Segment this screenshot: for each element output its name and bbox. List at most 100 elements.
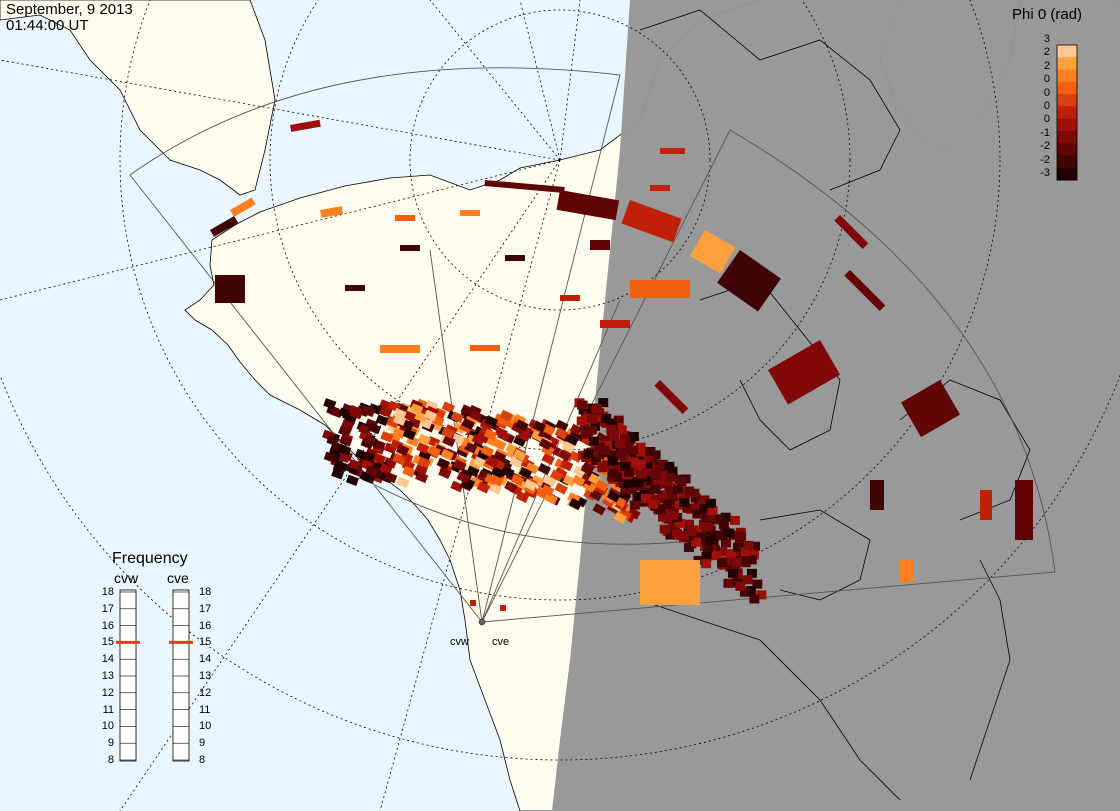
colorbar-swatch	[1057, 106, 1077, 120]
echo-cell	[504, 480, 518, 493]
echo-cell	[707, 506, 718, 516]
echo-cell	[701, 522, 712, 532]
echo-cell	[729, 515, 740, 525]
echo-cell	[590, 240, 610, 250]
frequency-tick-label: 15	[101, 636, 114, 649]
frequency-tick-label: 14	[101, 653, 114, 666]
echo-cell	[555, 419, 569, 432]
echo-cell	[480, 445, 495, 458]
echo-cell	[726, 549, 737, 559]
echo-cell	[493, 438, 507, 451]
echo-cell	[500, 605, 506, 611]
echo-cell	[547, 444, 562, 457]
echo-cell	[667, 510, 678, 520]
echo-cell	[554, 482, 569, 495]
echo-cell	[484, 473, 498, 486]
echo-cell	[595, 479, 609, 492]
echo-cell	[485, 456, 499, 468]
echo-cell	[640, 476, 651, 486]
echo-cell	[554, 427, 569, 440]
echo-cell	[743, 540, 754, 550]
echo-cell	[372, 453, 387, 465]
echo-cell	[423, 409, 438, 422]
echo-cell	[484, 415, 499, 428]
echo-cell	[723, 578, 734, 588]
echo-cell	[402, 410, 417, 422]
echo-cell	[630, 452, 641, 462]
echo-cell	[549, 469, 564, 482]
echo-cell	[510, 474, 525, 487]
echo-cell	[515, 490, 530, 503]
echo-cell	[592, 404, 603, 414]
echo-cell	[380, 431, 394, 443]
echo-cell	[559, 459, 574, 472]
echo-cell	[338, 407, 352, 419]
echo-cell	[616, 425, 627, 435]
echo-cell	[348, 459, 362, 471]
frequency-tick-label: 15	[199, 636, 212, 649]
echo-cell	[650, 185, 670, 191]
echo-cell	[414, 411, 428, 423]
site-label-cvw: cvw	[450, 636, 469, 648]
echo-cell	[622, 478, 633, 488]
echo-cell	[345, 285, 365, 291]
echo-cell	[740, 547, 751, 557]
echo-cell	[531, 429, 545, 442]
echo-cell	[436, 457, 450, 470]
colorbar-swatch	[1057, 130, 1077, 144]
radar-site-marker	[478, 618, 486, 626]
echo-cell	[657, 490, 668, 500]
echo-cell	[665, 472, 676, 482]
echo-cell	[691, 537, 702, 547]
frequency-tick-label: 8	[199, 754, 206, 766]
echo-cell	[717, 547, 728, 557]
echo-cell	[290, 119, 321, 132]
echo-cell	[664, 461, 675, 471]
echo-cell	[746, 555, 757, 565]
echo-cell	[497, 429, 511, 442]
echo-cell	[709, 530, 720, 540]
echo-cell	[440, 448, 454, 461]
echo-cell	[320, 206, 344, 218]
echo-cell	[699, 504, 710, 514]
echo-cell	[393, 407, 407, 420]
echo-cell	[488, 482, 503, 495]
frequency-tick-label: 16	[199, 619, 212, 632]
frequency-tick-label: 10	[199, 720, 212, 733]
echo-cell	[627, 507, 641, 520]
echo-cell	[332, 461, 346, 474]
echo-cell	[396, 476, 410, 489]
frequency-tick-label: 9	[107, 737, 114, 750]
echo-cell	[980, 490, 992, 520]
echo-cell	[354, 448, 368, 461]
echo-cell	[410, 403, 424, 415]
echo-cell	[624, 467, 635, 477]
echo-cell	[705, 535, 716, 545]
echo-cell	[717, 558, 728, 568]
echo-cell	[690, 230, 736, 274]
echo-cell	[749, 541, 760, 551]
echo-cell	[338, 444, 352, 456]
echo-cell	[568, 450, 583, 463]
colorbar-tick-label: 0	[1043, 113, 1050, 126]
echo-cell	[606, 424, 617, 434]
echo-cell	[652, 479, 663, 489]
echo-cell	[731, 557, 742, 567]
echo-cell	[416, 442, 430, 454]
colorbar-swatch	[1057, 57, 1077, 71]
echo-cell	[490, 466, 505, 479]
frequency-bars	[116, 589, 193, 762]
echo-cell	[375, 414, 389, 427]
echo-cell	[417, 433, 431, 446]
echo-cell	[367, 422, 382, 435]
echo-cell	[658, 464, 669, 474]
echo-cell	[690, 493, 701, 503]
echo-cell	[392, 453, 406, 465]
echo-cell	[537, 463, 552, 476]
echo-cell	[441, 401, 456, 414]
echo-cell	[538, 438, 553, 451]
echo-cell	[622, 444, 633, 454]
echo-cell	[577, 400, 588, 410]
echo-cell	[541, 452, 555, 465]
frequency-bar	[119, 589, 137, 762]
